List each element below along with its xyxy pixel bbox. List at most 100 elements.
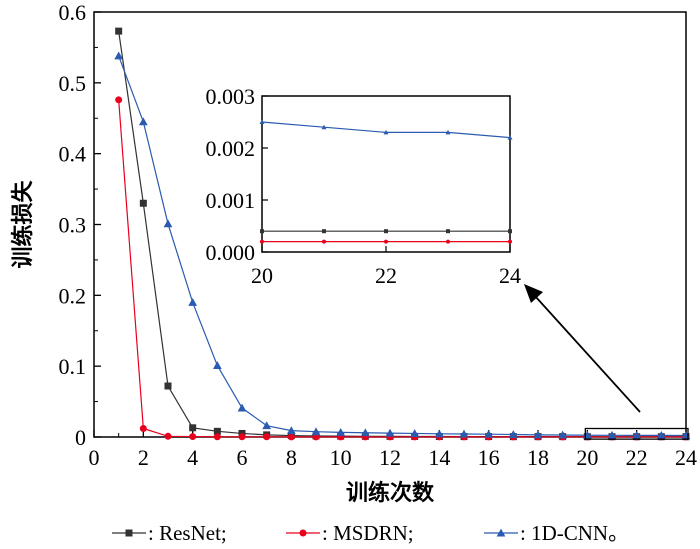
data-point — [188, 298, 198, 306]
y-axis-title: 训练损失 — [10, 180, 36, 269]
data-point — [115, 96, 123, 104]
inset-data-point — [446, 229, 450, 234]
x-tick-label: 10 — [330, 445, 352, 470]
x-tick-label: 6 — [237, 445, 248, 470]
data-point — [263, 433, 271, 441]
data-point — [212, 361, 222, 369]
x-tick-label: 20 — [576, 445, 598, 470]
inset-data-point — [259, 119, 265, 124]
data-point — [189, 433, 197, 441]
data-point — [138, 117, 148, 126]
data-point — [410, 429, 420, 437]
data-point — [139, 199, 147, 207]
data-point — [115, 27, 123, 35]
inset-y-tick-label: 0.000 — [206, 240, 256, 265]
inset-series-circle — [260, 239, 512, 244]
data-point — [508, 430, 518, 439]
data-point — [385, 428, 395, 437]
legend-label: : 1D-CNN。 — [520, 521, 629, 545]
data-point — [163, 219, 173, 228]
inset-data-point — [260, 229, 264, 234]
x-tick-label: 14 — [428, 445, 450, 470]
data-point — [656, 430, 666, 439]
y-tick-label: 0.1 — [59, 354, 87, 379]
data-point — [484, 429, 494, 438]
data-point — [360, 428, 370, 437]
data-point — [286, 426, 296, 435]
series-line — [118, 99, 686, 438]
y-tick-label: 0.2 — [59, 283, 87, 308]
legend: : ResNet; : MSDRN; : 1D-CNN。 — [112, 521, 629, 545]
legend-label: : ResNet; — [148, 521, 227, 545]
data-point — [607, 430, 617, 439]
data-point — [434, 429, 444, 438]
y-tick-label: 0.6 — [59, 0, 87, 25]
inset-x-tick-label: 24 — [499, 263, 521, 288]
inset-y-tick-label: 0.003 — [206, 84, 256, 109]
data-point — [287, 433, 295, 441]
series-line — [118, 55, 687, 437]
inset-series-square — [260, 229, 512, 234]
zoom-region-box — [584, 427, 689, 440]
inset-data-point — [508, 229, 512, 234]
data-point — [459, 429, 469, 438]
inset-frame — [261, 95, 511, 253]
y-tick-label: 0 — [75, 425, 86, 450]
inset-data-point — [508, 239, 512, 244]
inset-series-triangle — [259, 119, 513, 140]
data-point — [237, 403, 247, 412]
data-point — [114, 51, 124, 60]
data-point — [238, 433, 246, 441]
data-point — [632, 430, 642, 439]
legend-marker — [496, 528, 506, 537]
data-point — [311, 427, 321, 436]
inset-data-point — [445, 129, 451, 135]
legend-item: : 1D-CNN。 — [484, 521, 629, 545]
x-tick-label: 4 — [187, 445, 198, 470]
data-point — [213, 427, 221, 435]
data-point — [189, 424, 197, 432]
series-triangle — [114, 51, 691, 439]
x-tick-label: 0 — [89, 445, 100, 470]
data-point — [558, 430, 568, 439]
y-tick-label: 0.5 — [59, 71, 87, 96]
inset-data-point — [507, 135, 513, 140]
x-tick-label: 22 — [626, 445, 648, 470]
data-point — [164, 432, 172, 440]
y-tick-label: 0.3 — [59, 213, 87, 238]
inset-x-tick-label: 20 — [251, 263, 273, 288]
inset-data-point — [384, 239, 388, 244]
x-tick-label: 8 — [286, 445, 297, 470]
data-point — [336, 428, 346, 436]
inset-data-point — [322, 239, 326, 244]
y-tick-label: 0.4 — [59, 142, 87, 167]
inset-data-point — [321, 124, 327, 130]
zoom-arrow-head — [524, 284, 543, 303]
x-tick-label: 18 — [527, 445, 549, 470]
x-axis-title: 训练次数 — [346, 480, 435, 506]
inset-y-tick-label: 0.001 — [206, 188, 256, 213]
x-tick-label: 12 — [379, 445, 401, 470]
inset-y-tick-label: 0.002 — [206, 136, 256, 161]
inset-data-point — [383, 129, 389, 135]
inset-data-point — [260, 239, 264, 244]
legend-item: : MSDRN; — [286, 521, 414, 545]
x-tick-label: 16 — [478, 445, 500, 470]
x-tick-label: 2 — [138, 445, 149, 470]
data-point — [164, 382, 172, 390]
data-point — [533, 430, 543, 439]
inset-data-point — [446, 239, 450, 244]
data-point — [139, 425, 147, 432]
legend-label: : MSDRN; — [322, 521, 414, 545]
inset-x-tick-label: 22 — [375, 263, 397, 288]
legend-item: : ResNet; — [112, 521, 227, 545]
x-tick-label: 24 — [675, 445, 697, 470]
inset-data-point — [384, 229, 388, 234]
data-point — [213, 433, 221, 441]
data-point — [262, 421, 272, 430]
zoom-arrow-line — [534, 295, 641, 413]
inset-data-point — [322, 229, 326, 234]
legend-marker — [125, 529, 133, 537]
